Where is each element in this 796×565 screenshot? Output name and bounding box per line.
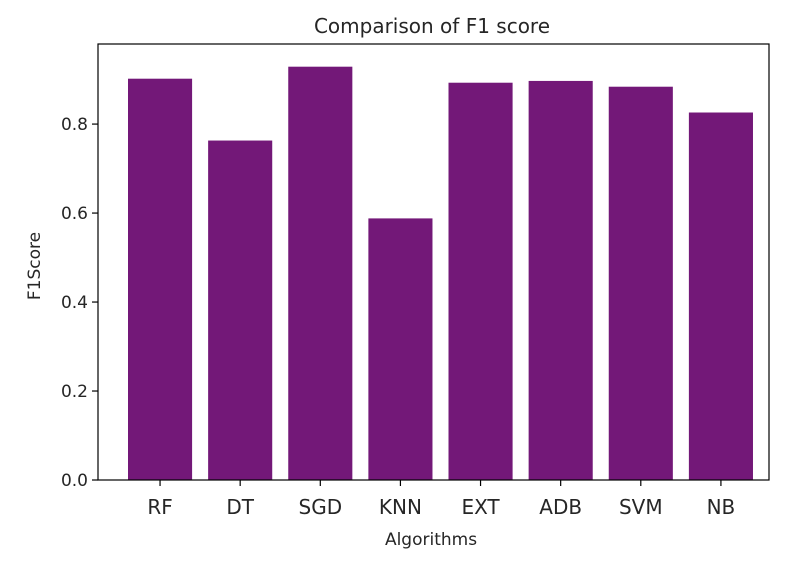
x-tick-label: RF	[147, 495, 172, 519]
bar-rf	[128, 78, 193, 480]
y-tick-label: 0.4	[61, 293, 88, 313]
x-tick-label: EXT	[461, 495, 500, 519]
x-tick-label: SVM	[619, 495, 663, 519]
bar-ext	[448, 82, 513, 481]
y-axis-label: F1Score	[25, 232, 45, 300]
bar-dt	[208, 140, 273, 481]
x-axis-label: Algorithms	[385, 530, 477, 550]
y-tick-label: 0.6	[61, 204, 88, 224]
x-tick-label: SGD	[299, 495, 343, 519]
y-tick-label: 0.0	[61, 471, 88, 491]
bar-adb	[528, 80, 593, 481]
x-tick-label: KNN	[379, 495, 422, 519]
bar-svm	[608, 86, 673, 481]
bar-nb	[688, 112, 753, 480]
x-tick-label: DT	[226, 495, 254, 519]
x-tick-label: ADB	[539, 495, 582, 519]
bar-knn	[368, 218, 433, 480]
chart-title: Comparison of F1 score	[314, 14, 550, 38]
x-tick-label: NB	[707, 495, 736, 519]
y-tick-label: 0.2	[61, 382, 88, 402]
axes-frame	[97, 43, 770, 481]
bar-sgd	[288, 66, 353, 480]
y-tick-label: 0.8	[61, 115, 88, 135]
plot-area: 0.0 0.2 0.4 0.6 0.8 RF DT SGD KNN EXT ADB SVM NB	[61, 43, 770, 519]
